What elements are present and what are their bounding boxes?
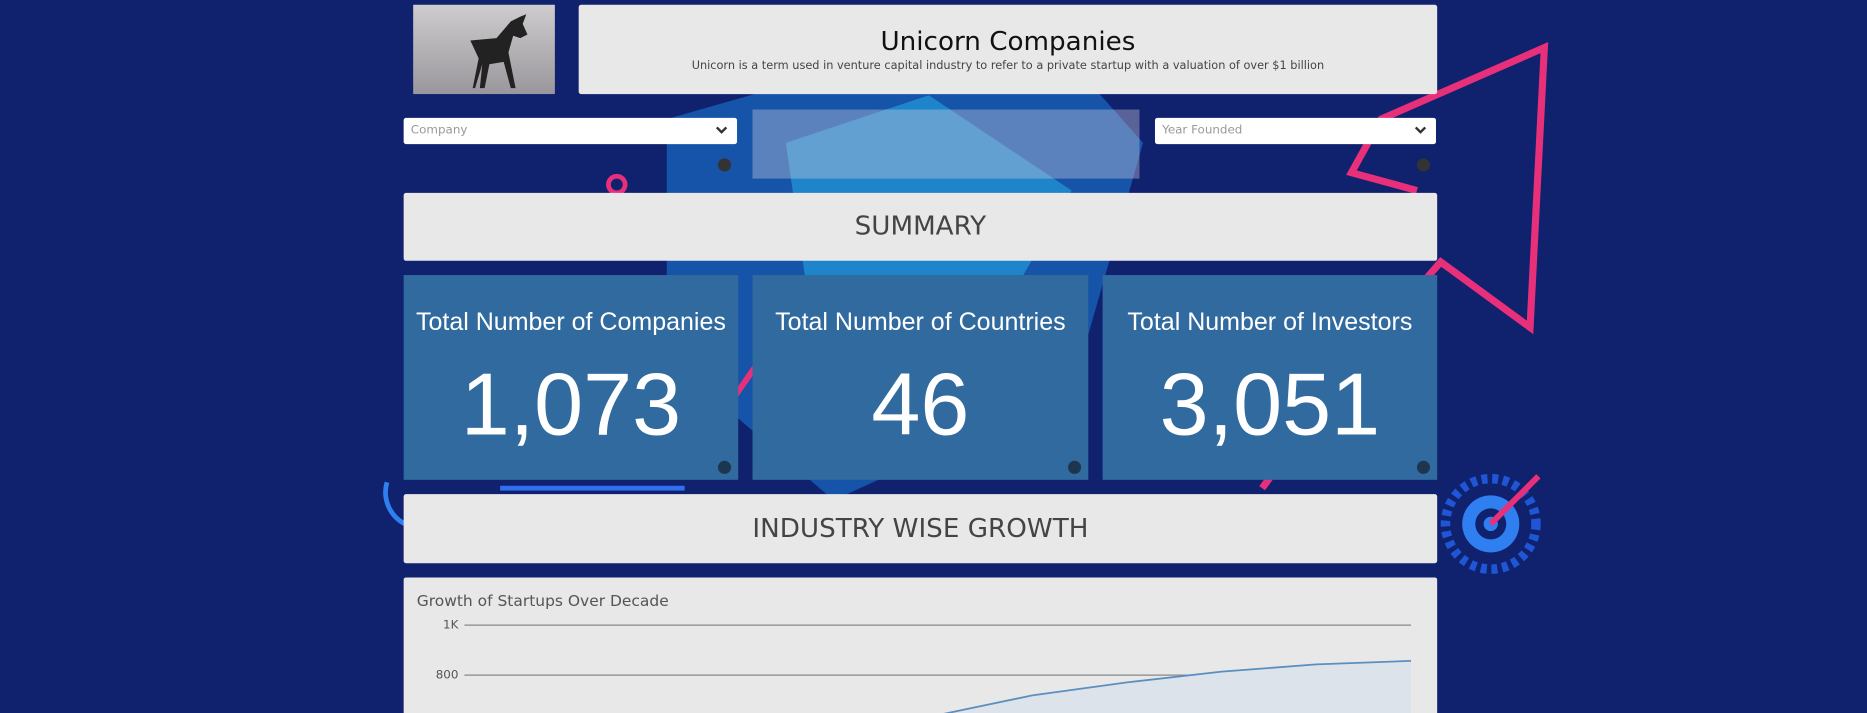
chevron — [715, 126, 728, 134]
chart-title: Growth of Startups Over Decade — [417, 592, 669, 610]
blank-panel — [752, 109, 1140, 179]
y-tick-label: 1K — [443, 618, 460, 632]
user-icon — [717, 460, 732, 474]
unicorn-silhouette — [470, 14, 528, 89]
line-chart: Growth of Startups Over Decade 1K 800 — [417, 592, 1412, 713]
kpi-card: Total Number of Companies 1,073 — [403, 275, 739, 480]
kpi-card: Total Number of Countries 46 — [752, 275, 1089, 480]
subtitle: Unicorn is a term used in venture capita… — [691, 58, 1325, 73]
user-icon — [1068, 460, 1082, 474]
unicorn-image — [413, 4, 555, 95]
kpi-value: 1,073 — [460, 354, 682, 454]
title: Unicorn Companies — [880, 26, 1136, 57]
line — [943, 659, 1412, 713]
filter-placeholder: Company — [410, 123, 468, 137]
section-heading: INDUSTRY WISE GROWTH — [403, 494, 1438, 564]
kpi-value: 46 — [871, 354, 970, 454]
filter-placeholder: Year Founded — [1162, 123, 1243, 137]
area — [947, 660, 1411, 713]
user-icon — [1416, 158, 1431, 172]
chevron — [1414, 126, 1427, 134]
user-icon — [717, 158, 732, 172]
summary-heading: SUMMARY — [403, 192, 1438, 261]
kpi-label: Total Number of Companies — [415, 308, 726, 336]
chart-panel: Growth of Startups Over Decade 1K 800 — [403, 577, 1438, 713]
header: Unicorn Companies Unicorn is a term used… — [578, 4, 1438, 95]
y-tick-label: 800 — [436, 668, 459, 682]
user-icon — [1416, 460, 1431, 474]
kpi-value: 3,051 — [1159, 354, 1381, 454]
kpi-label: Total Number of Countries — [775, 308, 1066, 336]
year-filter[interactable]: Year Founded — [1154, 117, 1436, 145]
kpi-card: Total Number of Investors 3,051 — [1102, 275, 1438, 480]
company-filter[interactable]: Company — [403, 117, 738, 145]
kpi-label: Total Number of Investors — [1127, 308, 1413, 336]
